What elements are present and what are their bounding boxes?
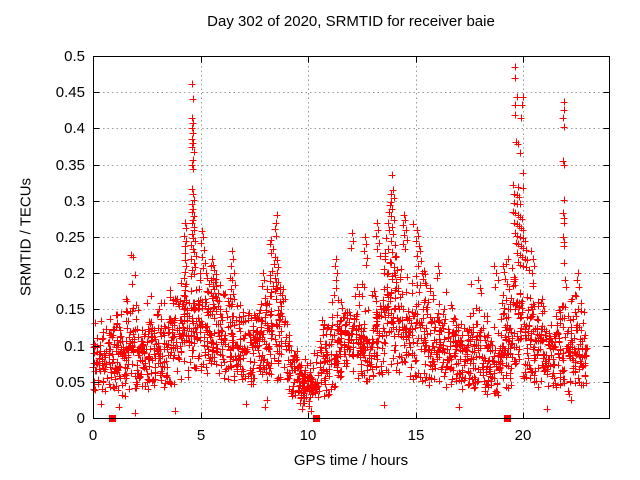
x-tick-label: 5 <box>197 427 205 444</box>
y-tick-label: 0.3 <box>64 193 85 210</box>
x-axis-label: GPS time / hours <box>293 452 409 469</box>
y-tick-label: 0 <box>77 410 85 427</box>
y-axis-label: SRMTID / TECUs <box>17 177 35 297</box>
y-tick-label: 0.1 <box>64 338 85 355</box>
axis-ticks <box>93 56 610 419</box>
y-tick-label: 0.2 <box>64 265 85 282</box>
y-tick-label: 0.5 <box>64 48 85 65</box>
x-tick-label: 10 <box>300 427 317 444</box>
y-tick-label: 0.35 <box>56 157 85 174</box>
data-points <box>89 63 591 417</box>
grid-lines <box>94 57 608 417</box>
y-tick-label: 0.25 <box>56 229 85 246</box>
y-tick-label: 0.05 <box>56 374 85 391</box>
x-tick-label: 0 <box>89 427 97 444</box>
x-tick-label: 15 <box>408 427 425 444</box>
y-tick-label: 0.45 <box>56 84 85 101</box>
x-tick-label: 20 <box>515 427 532 444</box>
y-tick-label: 0.4 <box>64 120 85 137</box>
chart-title: Day 302 of 2020, SRMTID for receiver bai… <box>207 13 495 30</box>
y-tick-label: 0.15 <box>56 301 85 318</box>
